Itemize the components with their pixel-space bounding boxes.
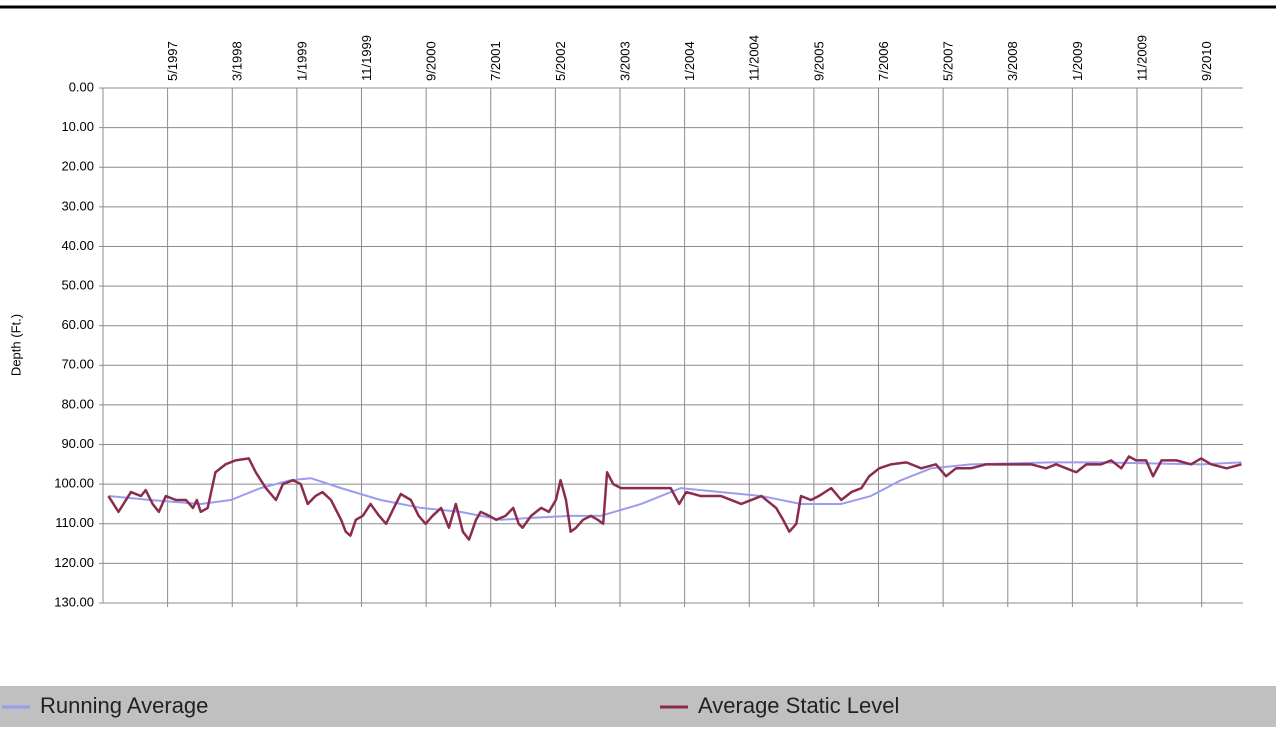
x-tick-label: 9/2000 [424, 41, 439, 81]
x-tick-label: 1/2004 [682, 41, 697, 81]
x-tick-label: 3/1998 [230, 41, 245, 81]
y-tick-label: 110.00 [55, 515, 94, 530]
y-tick-label: 100.00 [54, 476, 94, 491]
x-tick-label: 11/2009 [1134, 35, 1149, 81]
x-tick-label: 5/2007 [941, 41, 956, 81]
x-tick-label: 9/2005 [811, 41, 826, 81]
x-tick-label: 5/1997 [165, 41, 180, 81]
legend-text: Average Static Level [698, 693, 899, 718]
y-tick-label: 120.00 [54, 555, 94, 570]
series-line [107, 455, 1242, 541]
legend-band [0, 686, 1276, 727]
x-tick-label: 1/2009 [1070, 41, 1085, 81]
x-tick-label: 7/2001 [488, 41, 503, 81]
x-tick-label: 7/2006 [876, 41, 891, 81]
x-tick-label: 3/2003 [617, 41, 632, 81]
y-tick-label: 130.00 [54, 594, 94, 609]
y-tick-label: 90.00 [61, 436, 94, 451]
y-axis-label: Depth (Ft.) [8, 314, 23, 376]
legend-text: Running Average [40, 693, 208, 718]
y-tick-label: 50.00 [61, 278, 94, 293]
y-tick-label: 20.00 [61, 159, 94, 174]
x-tick-label: 3/2008 [1005, 41, 1020, 81]
x-tick-label: 5/2002 [553, 41, 568, 81]
x-tick-label: 9/2010 [1199, 41, 1214, 81]
x-tick-label: 1/1999 [294, 41, 309, 81]
y-tick-label: 60.00 [61, 317, 94, 332]
x-tick-label: 11/1999 [359, 35, 374, 81]
y-tick-label: 30.00 [61, 198, 94, 213]
y-tick-label: 10.00 [61, 119, 94, 134]
series-line [108, 461, 1242, 521]
y-tick-label: 70.00 [61, 357, 94, 372]
y-tick-label: 40.00 [61, 238, 94, 253]
y-tick-label: 0.00 [69, 79, 94, 94]
x-tick-label: 11/2004 [747, 35, 762, 81]
y-tick-label: 80.00 [61, 396, 94, 411]
